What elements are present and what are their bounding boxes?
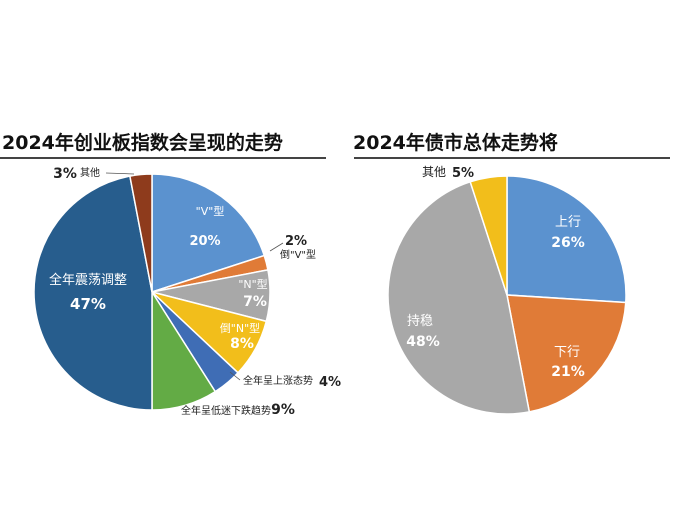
slice-label: 倒"N"型 [220,321,260,335]
pie-slice [151,173,266,294]
slice-value: 47% [70,295,106,313]
pie-slice [129,173,153,293]
slice-label: 全年呈低迷下跌趋势 [181,404,271,417]
right-pie-chart: 上行 26% 下行 21% 持稳 48% 其他 5% [387,165,627,415]
slice-label: "N"型 [238,277,267,291]
slice-value: 3% [53,166,77,182]
leader-line [269,242,284,252]
slice-label: 全年震荡调整 [49,272,127,288]
left-pie-chart: "V"型 20% 倒"V"型2% "N"型 7% 倒"N"型8% 全年呈上涨态势 4% 全年呈低… [33,166,341,418]
slice-label: 其他 [422,165,446,179]
left-chart-title: 2024年创业板指数会呈现的走势 [2,132,283,154]
slice-value: 4% [319,375,341,390]
slice-value: 7% [243,294,267,310]
pie-slice [506,175,627,304]
slice-value: 9% [271,402,295,418]
slice-label: 持稳 [407,313,433,329]
slice-label: 上行 [555,215,581,230]
slice-value: 21% [551,364,585,380]
pie-slice [506,294,627,413]
slice-value: 2% [285,234,307,249]
slice-value: 20% [189,234,220,249]
slice-value: 5% [452,166,474,181]
right-chart-title: 2024年债市总体走势将 [353,132,558,154]
leader-line [229,371,241,381]
slice-label: 下行 [554,345,580,360]
pie-slice [387,180,531,415]
left-title-rule [0,157,326,159]
slice-label: 全年呈上涨态势 [243,374,313,387]
slice-label: 其他 [80,166,100,179]
slice-value: 26% [551,235,585,251]
slice-value: 48% [406,334,440,350]
left-chart-panel: 2024年创业板指数会呈现的走势 "V"型 20% 倒"V"型 2% "N"型 7% 倒"N… [0,132,341,418]
pie-slice [469,175,508,296]
right-title-rule [354,157,670,159]
slice-value: 8% [230,336,254,352]
slice-label: 倒"V"型 [280,248,316,261]
leader-line [105,172,135,175]
slice-label: "V"型 [196,204,225,218]
pie-slice [33,175,153,411]
right-chart-panel: 2024年债市总体走势将 上行 26% 下行 21% 持稳 48% 其他 5% [350,0,700,525]
